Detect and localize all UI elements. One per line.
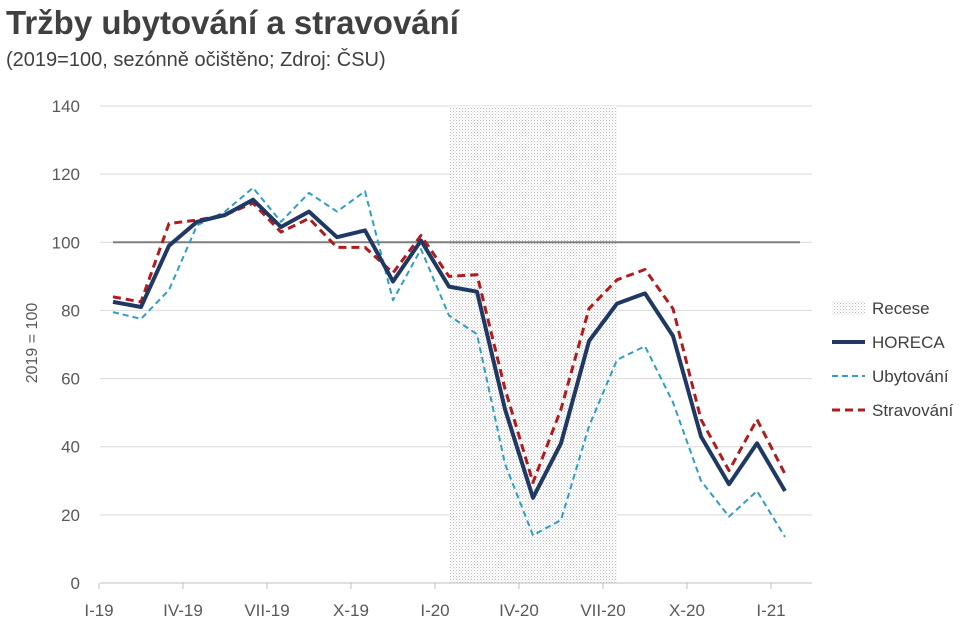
chart-subtitle: (2019=100, sezónně očištěno; Zdroj: ČSU) [6,49,386,71]
y-axis-label: 2019 = 100 [24,303,41,384]
x-tick-label: IV-20 [499,601,539,620]
series-line-horeca [112,197,787,500]
series-line-stravování [112,201,787,484]
chart-title: Tržby ubytování a stravování [6,4,459,41]
legend-label-horeca: HORECA [872,333,945,352]
y-tick-label: 80 [61,301,80,320]
legend-swatch-recese [832,301,865,315]
y-tick-label: 0 [71,574,80,593]
legend-label-stravování: Stravování [872,401,954,420]
x-tick-label: IV-19 [163,601,203,620]
recession-band [450,106,617,583]
x-tick-label: I-20 [420,601,449,620]
x-tick-label: X-20 [669,601,705,620]
x-tick-label: I-19 [84,601,113,620]
x-tick-label: VII-20 [580,601,625,620]
y-tick-label: 100 [52,233,80,252]
y-tick-label: 120 [52,165,80,184]
series-line-ubytování [112,186,786,538]
y-tick-label: 60 [61,370,80,389]
x-tick-label: I-21 [756,601,785,620]
y-tick-label: 140 [52,97,80,116]
y-tick-label: 20 [61,506,80,525]
legend-label-ubytování: Ubytování [872,367,949,386]
x-tick-label: X-19 [333,601,369,620]
y-tick-label: 40 [61,438,80,457]
x-tick-label: VII-19 [244,601,289,620]
legend-label-recese: Recese [872,299,930,318]
